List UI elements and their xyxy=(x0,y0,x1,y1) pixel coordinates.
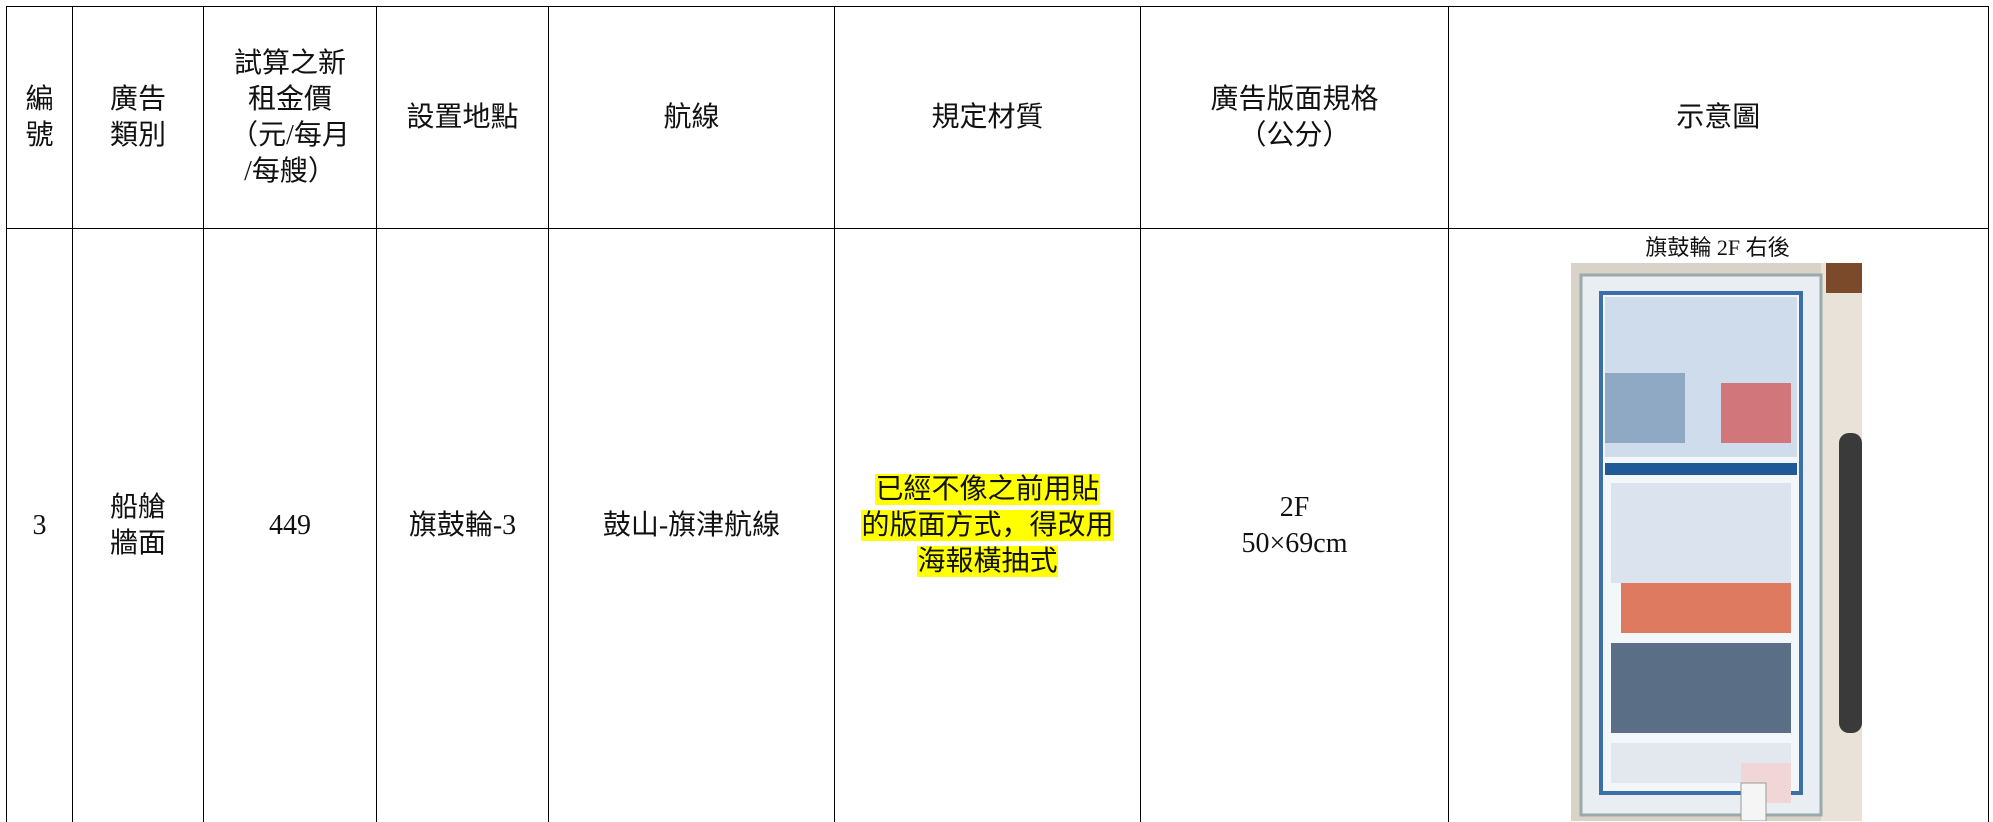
image-caption: 旗鼓輪 2F 右後 xyxy=(1645,235,1790,260)
cell-text: 已經不像之前用貼 xyxy=(875,472,1100,508)
cell-text: 規定材質 xyxy=(931,101,1044,133)
cell-text: 3 xyxy=(32,509,47,541)
body-cell: 2F 50×69cm xyxy=(1140,228,1448,822)
body-cell: 鼓山-旗津航線 xyxy=(548,228,834,822)
cell-text: 旗鼓輪-3 xyxy=(408,509,517,541)
highlighted-text: 海報橫抽式 xyxy=(917,545,1058,577)
cell-text: 類別 xyxy=(109,119,166,151)
cell-text: （元/每月 xyxy=(230,119,350,151)
header-cell: 設置地點 xyxy=(376,6,548,228)
cell-text: 編 xyxy=(25,83,54,115)
cell-text: 廣告版面規格 xyxy=(1210,83,1379,115)
body-cell: 旗鼓輪-3 xyxy=(376,228,548,822)
cell-text: /每艘） xyxy=(244,155,336,187)
cell-text: （公分） xyxy=(1238,119,1351,151)
header-cell: 航線 xyxy=(548,6,834,228)
cell-text: 航線 xyxy=(663,101,720,133)
body-cell: 已經不像之前用貼 的版面方式，得改用 海報橫抽式 xyxy=(834,228,1140,822)
body-cell: 3 xyxy=(6,228,72,822)
header-cell: 示意圖 xyxy=(1448,6,1989,228)
body-cell: 船艙 牆面 xyxy=(72,228,203,822)
body-cell: 449 xyxy=(203,228,376,822)
header-cell: 規定材質 xyxy=(834,6,1140,228)
highlighted-text: 的版面方式，得改用 xyxy=(861,509,1114,541)
cell-text: 廣告 xyxy=(109,83,166,115)
header-cell: 編號 xyxy=(6,6,72,228)
cell-text: 牆面 xyxy=(109,527,166,559)
cell-text: 船艙 xyxy=(109,491,166,523)
header-cell: 廣告 類別 xyxy=(72,6,203,228)
cell-text: 海報橫抽式 xyxy=(917,544,1058,580)
cell-text: 50×69cm xyxy=(1241,527,1348,559)
cell-text: 設置地點 xyxy=(406,101,519,133)
cell-text: 示意圖 xyxy=(1676,101,1761,133)
cell-text: 試算之新 xyxy=(233,47,346,79)
cell-text: 租金價 xyxy=(247,83,332,115)
highlighted-text: 已經不像之前用貼 xyxy=(875,473,1100,505)
cell-text: 449 xyxy=(269,509,311,541)
header-cell: 試算之新租金價 （元/每月/每艘） xyxy=(203,6,376,228)
cell-text: 鼓山-旗津航線 xyxy=(602,509,781,541)
cell-text: 的版面方式，得改用 xyxy=(861,508,1114,544)
header-cell: 廣告版面規格 （公分） xyxy=(1140,6,1448,228)
cell-text: 號 xyxy=(25,119,54,151)
body-cell xyxy=(1448,228,1989,822)
poster-photo xyxy=(1571,263,1862,821)
cell-text: 2F xyxy=(1279,491,1310,523)
